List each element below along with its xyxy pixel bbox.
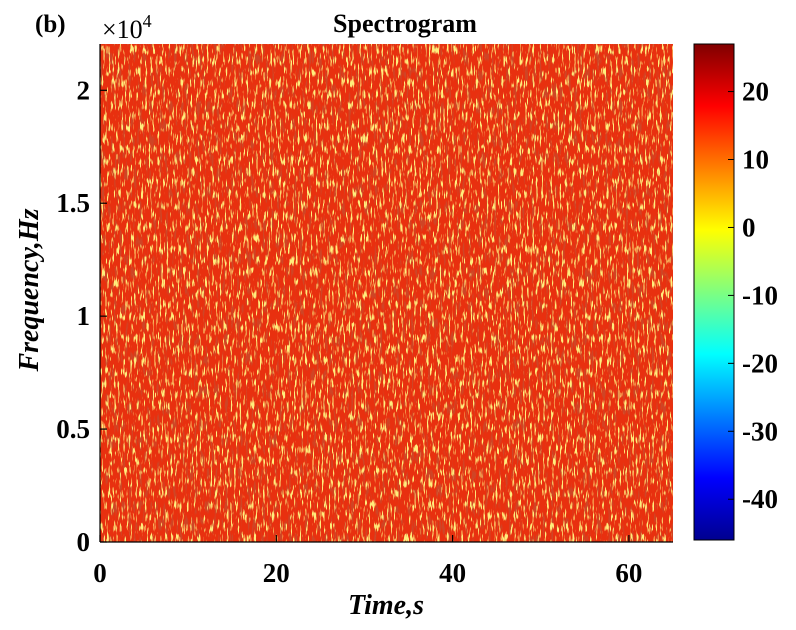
colorbar-tick-label: -10 [742,280,778,310]
colorbar-tick-label: 20 [742,77,769,107]
y-tick-label: 0.5 [56,414,90,444]
x-tick-label: 20 [263,558,290,588]
x-tick-label: 40 [439,558,466,588]
y-tick-label: 2 [77,75,91,105]
colorbar-tick-label: -40 [742,484,778,514]
colorbar-tick-label: 0 [742,212,756,242]
y-axis-ticks: 0 0.5 1 1.5 2 [56,75,107,557]
y-tick-label: 1 [77,301,91,331]
colorbar [693,43,735,541]
chart-title: Spectrogram [333,9,477,38]
panel-label: (b) [35,11,66,38]
colorbar-tick-label: -30 [742,416,778,446]
y-multiplier: ×104 [102,11,152,44]
x-tick-label: 60 [615,558,642,588]
y-tick-label: 0 [77,527,91,557]
y-tick-label: 1.5 [56,188,90,218]
colorbar-tick-label: 10 [742,145,769,175]
y-axis-label: Frequency,Hz [14,208,45,372]
spectrogram-heatmap [100,44,673,542]
x-axis-ticks: 0 20 40 60 [93,535,642,588]
x-axis-label: Time,s [348,590,424,621]
x-tick-label: 0 [93,558,107,588]
colorbar-ticks: 20 10 0 -10 -20 -30 -40 [728,77,778,514]
colorbar-tick-label: -20 [742,348,778,378]
heatmap-bright-texture [100,44,673,542]
